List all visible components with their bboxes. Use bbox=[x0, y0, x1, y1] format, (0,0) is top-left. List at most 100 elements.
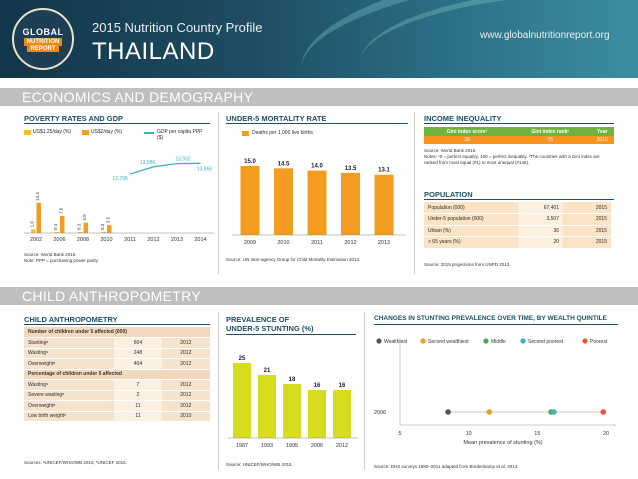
income-source-text: Source: World Bank 2015. bbox=[424, 148, 477, 153]
poverty-bar-2 bbox=[36, 202, 41, 233]
logo-line-3: REPORT bbox=[27, 45, 59, 52]
pop-value: 20 bbox=[518, 236, 563, 249]
mortality-title-rule bbox=[226, 123, 408, 124]
poverty-x-tick: 2008 bbox=[77, 237, 89, 243]
poverty-bar-label: 3.5 bbox=[105, 216, 110, 223]
child-value: 604 bbox=[114, 337, 162, 349]
legend-label-2: US$2/day (%) bbox=[91, 129, 123, 135]
table-row: Severe wastingᵃ 2 2012 bbox=[24, 390, 210, 401]
logo-line-1: GLOBAL bbox=[22, 26, 64, 37]
legend-label-1-25: US$1.25/day (%) bbox=[33, 129, 72, 135]
child-table-title: CHILD ANTHROPOMETRY bbox=[24, 315, 118, 324]
table-row: Low birth weightᵇ 11 2010 bbox=[24, 411, 210, 422]
divider bbox=[218, 112, 219, 274]
poverty-source-text: Source: World Bank 2015. bbox=[24, 252, 77, 257]
divider bbox=[364, 312, 365, 470]
legend-swatch-1-25 bbox=[24, 130, 31, 135]
poverty-x-tick: 2010 bbox=[100, 237, 112, 243]
pop-year: 2015 bbox=[563, 236, 611, 249]
quintile-legend-label: Second poorest bbox=[528, 339, 564, 345]
table-row: Overweightᵃ 404 2012 bbox=[24, 358, 210, 370]
stunting-bar-label: 16 bbox=[314, 383, 321, 389]
stunting-x-tick: 1995 bbox=[286, 443, 298, 449]
poverty-bar-label: 1.6 bbox=[29, 221, 34, 228]
page-header: GLOBAL NUTRITION REPORT 2015 Nutrition C… bbox=[0, 0, 638, 78]
quintile-x-tick: 5 bbox=[398, 431, 401, 437]
pop-label: Under-5 population (000) bbox=[424, 213, 518, 226]
pop-value: 3,507 bbox=[518, 213, 563, 226]
poverty-x-tick: 2011 bbox=[124, 237, 136, 243]
quintile-legend-dot bbox=[376, 338, 382, 344]
pop-value: 67,401 bbox=[518, 202, 563, 214]
income-notes-text: Notes: ¹0 = perfect equality, 100 = perf… bbox=[424, 154, 600, 165]
child-value: 2 bbox=[114, 390, 162, 401]
quintile-legend-label: Poorest bbox=[590, 339, 608, 345]
quintile-title-rule bbox=[374, 324, 618, 325]
child-label: Severe wastingᵃ bbox=[24, 390, 115, 401]
child-title-rule bbox=[24, 324, 210, 325]
global-nutrition-report-logo: GLOBAL NUTRITION REPORT bbox=[12, 8, 74, 70]
child-label: Wastingᵃ bbox=[24, 379, 115, 391]
child-year: 2012 bbox=[161, 379, 210, 391]
mortality-bar-label: 14.0 bbox=[311, 164, 323, 170]
mortality-x-tick: 2010 bbox=[277, 240, 289, 246]
quintile-chart: Wealthiest Second wealthiest Middle Second … bbox=[374, 338, 616, 446]
poverty-legend: US$1.25/day (%) US$2/day (%) GDP per cap… bbox=[24, 129, 214, 149]
child-label: Overweightᵃ bbox=[24, 400, 115, 412]
gini-rank: 75 bbox=[510, 136, 591, 144]
table-row: Overweightᵃ 11 2012 bbox=[24, 400, 210, 412]
population-title-rule bbox=[424, 199, 614, 200]
website-link[interactable]: www.globalnutritionreport.org bbox=[480, 30, 610, 41]
child-year: 2012 bbox=[161, 358, 210, 370]
poverty-x-tick: 2013 bbox=[171, 237, 183, 243]
mortality-bar bbox=[307, 170, 327, 235]
child-value: 11 bbox=[114, 411, 162, 422]
stunting-bar bbox=[308, 390, 326, 438]
poverty-bar-label: 0.4 bbox=[53, 223, 58, 230]
stunting-x-tick: 1987 bbox=[236, 443, 248, 449]
child-value: 248 bbox=[114, 348, 162, 359]
poverty-bar-2 bbox=[60, 215, 65, 233]
profile-title: 2015 Nutrition Country Profile bbox=[92, 20, 263, 35]
mortality-bar-label: 13.5 bbox=[345, 166, 357, 172]
poverty-bar-label: 7.6 bbox=[58, 207, 63, 214]
poverty-title: POVERTY RATES AND GDP bbox=[24, 114, 124, 123]
child-label: Stuntingᵃ bbox=[24, 337, 115, 349]
child-value: 7 bbox=[114, 379, 162, 391]
mortality-source: Source: UN Inter-agency Group for Child … bbox=[226, 257, 361, 262]
poverty-note-text: Note: PPP = purchasing power parity. bbox=[24, 258, 99, 263]
child-year: 2010 bbox=[161, 411, 210, 422]
child-year: 2012 bbox=[161, 400, 210, 412]
gdp-value-label: 13,932 bbox=[175, 157, 191, 163]
poverty-x-tick: 2002 bbox=[30, 237, 42, 243]
child-year: 2012 bbox=[161, 390, 210, 401]
mortality-bar-label: 13.1 bbox=[378, 168, 390, 174]
table-row: Stuntingᵃ 604 2012 bbox=[24, 337, 210, 349]
population-table: Population (000) 67,401 2015 Under-5 popul… bbox=[424, 202, 611, 249]
quintile-legend-dot bbox=[483, 338, 489, 344]
gdp-value-label: 12,798 bbox=[112, 176, 128, 182]
poverty-bar-label: 13.4 bbox=[35, 192, 40, 201]
stunting-chart: 25 1987 21 1993 18 1995 16 2006 16 2012 bbox=[228, 356, 358, 449]
mortality-title: UNDER-5 MORTALITY RATE bbox=[226, 114, 327, 123]
legend-swatch-2 bbox=[82, 130, 89, 135]
poverty-x-tick: 2012 bbox=[147, 237, 159, 243]
legend-label-gdp: GDP per capita PPP ($) bbox=[157, 129, 203, 141]
mortality-x-tick: 2011 bbox=[311, 240, 323, 246]
quintile-x-tick: 15 bbox=[534, 431, 540, 437]
mortality-bar bbox=[374, 174, 394, 235]
table-row: Population (000) 67,401 2015 bbox=[424, 202, 611, 214]
mortality-legend-swatch bbox=[242, 131, 249, 136]
stunting-title: PREVALENCE OF UNDER-5 STUNTING (%) bbox=[226, 315, 314, 333]
pop-value: 36 bbox=[518, 225, 563, 237]
child-label: Low birth weightᵇ bbox=[24, 411, 115, 422]
poverty-title-rule bbox=[24, 123, 210, 124]
logo-line-2: NUTRITION bbox=[23, 37, 63, 46]
quintile-title: CHANGES IN STUNTING PREVALENCE OVER TIME… bbox=[374, 315, 607, 322]
pop-label: Population (000) bbox=[424, 202, 518, 214]
stunting-bar-label: 18 bbox=[289, 377, 296, 383]
mortality-x-tick: 2012 bbox=[344, 240, 356, 246]
quintile-legend-dot bbox=[520, 338, 526, 344]
poverty-bar-label: 4.6 bbox=[82, 214, 87, 221]
stunting-title-line-1: PREVALENCE OF bbox=[226, 315, 290, 324]
